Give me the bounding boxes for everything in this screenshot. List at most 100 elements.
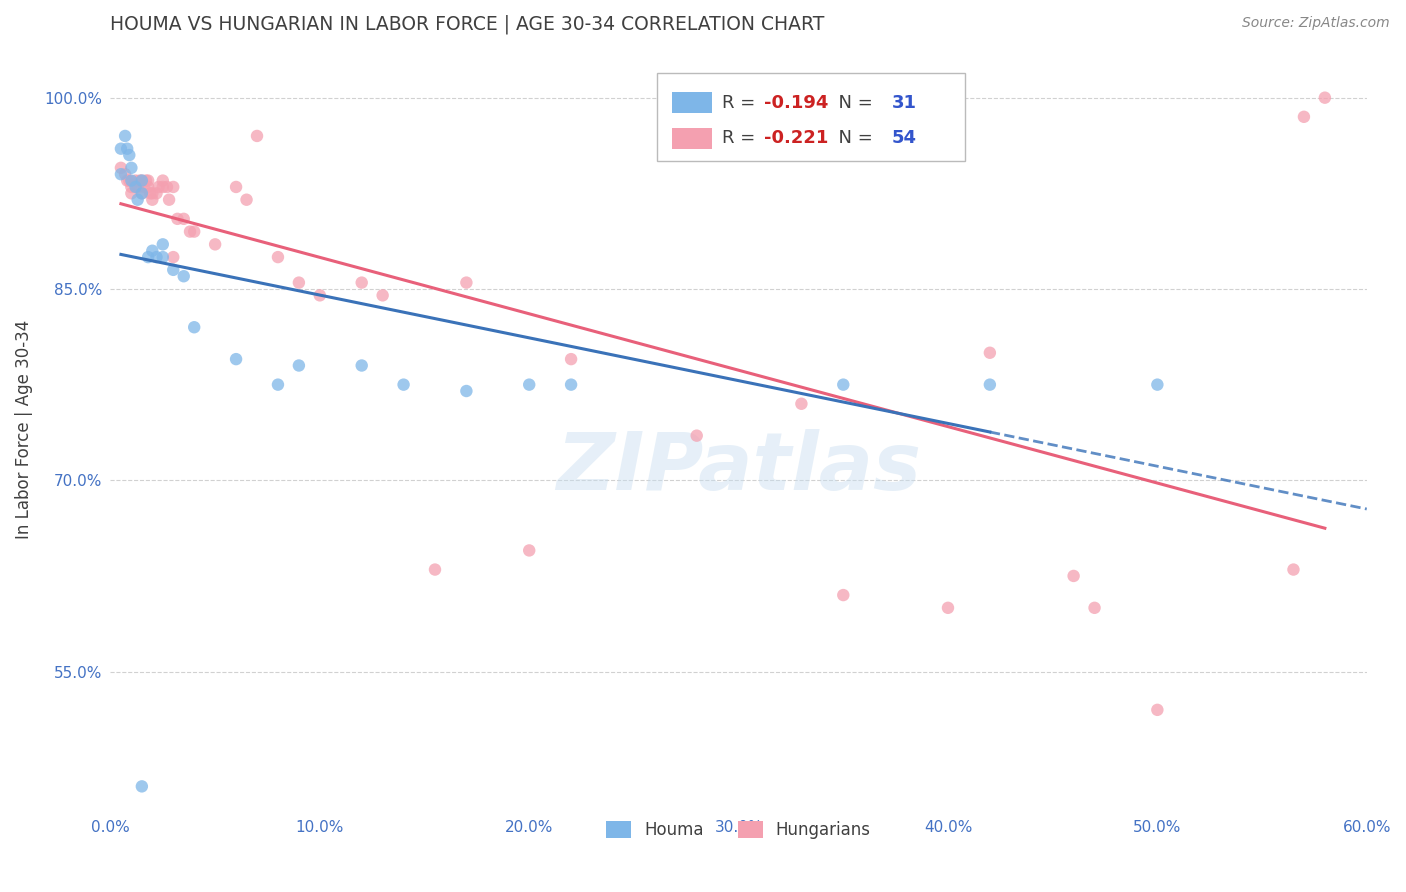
Point bbox=[162, 263, 184, 277]
Point bbox=[131, 186, 153, 201]
Point bbox=[120, 161, 142, 175]
Point bbox=[157, 193, 180, 207]
Point bbox=[114, 128, 136, 143]
Text: Source: ZipAtlas.com: Source: ZipAtlas.com bbox=[1241, 16, 1389, 30]
Point bbox=[152, 173, 174, 187]
Point bbox=[127, 193, 149, 207]
FancyBboxPatch shape bbox=[657, 73, 965, 161]
Point bbox=[118, 173, 141, 187]
Point bbox=[124, 173, 146, 187]
Point bbox=[790, 397, 813, 411]
Point bbox=[350, 276, 373, 290]
Point bbox=[145, 250, 167, 264]
Point bbox=[131, 173, 153, 187]
Text: R =: R = bbox=[723, 129, 761, 147]
Point bbox=[979, 377, 1001, 392]
Legend: Houma, Hungarians: Houma, Hungarians bbox=[600, 814, 877, 846]
Point bbox=[392, 377, 415, 392]
Point bbox=[148, 180, 170, 194]
Point bbox=[560, 377, 582, 392]
Text: -0.194: -0.194 bbox=[763, 94, 828, 112]
Point bbox=[110, 161, 132, 175]
Point bbox=[110, 167, 132, 181]
Point bbox=[152, 180, 174, 194]
Point bbox=[308, 288, 330, 302]
Point bbox=[235, 193, 257, 207]
Point bbox=[118, 148, 141, 162]
Point bbox=[127, 180, 149, 194]
Point bbox=[246, 128, 269, 143]
Point bbox=[173, 211, 195, 226]
Point bbox=[288, 359, 311, 373]
Point bbox=[152, 250, 174, 264]
Point bbox=[162, 180, 184, 194]
Point bbox=[162, 250, 184, 264]
Point bbox=[120, 180, 142, 194]
Point bbox=[128, 173, 150, 187]
Point bbox=[423, 563, 446, 577]
Point bbox=[1292, 110, 1315, 124]
Point bbox=[1282, 563, 1305, 577]
Point bbox=[1313, 91, 1336, 105]
Point bbox=[136, 250, 159, 264]
Point bbox=[124, 180, 146, 194]
Point bbox=[225, 180, 247, 194]
Y-axis label: In Labor Force | Age 30-34: In Labor Force | Age 30-34 bbox=[15, 319, 32, 539]
Point bbox=[114, 167, 136, 181]
Bar bbox=[672, 128, 713, 149]
Point bbox=[156, 180, 179, 194]
Point bbox=[456, 276, 478, 290]
Point bbox=[517, 377, 540, 392]
Point bbox=[1063, 569, 1085, 583]
Point bbox=[115, 173, 138, 187]
Point bbox=[141, 186, 163, 201]
Point bbox=[267, 250, 290, 264]
Point bbox=[131, 173, 153, 187]
Point bbox=[371, 288, 394, 302]
Point bbox=[136, 180, 159, 194]
Text: ZIPatlas: ZIPatlas bbox=[557, 428, 921, 507]
Point bbox=[131, 780, 153, 794]
Point bbox=[225, 352, 247, 367]
Point bbox=[288, 276, 311, 290]
Point bbox=[120, 173, 142, 187]
Point bbox=[141, 193, 163, 207]
Text: 54: 54 bbox=[891, 129, 917, 147]
Point bbox=[560, 352, 582, 367]
Point bbox=[1083, 600, 1105, 615]
Point bbox=[135, 173, 157, 187]
Text: 31: 31 bbox=[891, 94, 917, 112]
Point bbox=[183, 225, 205, 239]
Point bbox=[120, 186, 142, 201]
Text: HOUMA VS HUNGARIAN IN LABOR FORCE | AGE 30-34 CORRELATION CHART: HOUMA VS HUNGARIAN IN LABOR FORCE | AGE … bbox=[111, 15, 825, 35]
Point bbox=[183, 320, 205, 334]
Point bbox=[517, 543, 540, 558]
Point bbox=[131, 186, 153, 201]
Point bbox=[350, 359, 373, 373]
Bar bbox=[672, 92, 713, 113]
Point bbox=[139, 186, 162, 201]
Point bbox=[141, 244, 163, 258]
Point bbox=[132, 180, 155, 194]
Point bbox=[179, 225, 201, 239]
Point bbox=[136, 173, 159, 187]
Point bbox=[686, 428, 709, 442]
Point bbox=[1146, 703, 1168, 717]
Text: N =: N = bbox=[827, 94, 877, 112]
Point bbox=[456, 384, 478, 398]
Point bbox=[166, 211, 188, 226]
Text: R =: R = bbox=[723, 94, 761, 112]
Text: N =: N = bbox=[827, 129, 877, 147]
Point bbox=[832, 377, 855, 392]
Point bbox=[110, 142, 132, 156]
Point bbox=[173, 269, 195, 284]
Text: -0.221: -0.221 bbox=[763, 129, 828, 147]
Point bbox=[204, 237, 226, 252]
Point bbox=[152, 237, 174, 252]
Point bbox=[832, 588, 855, 602]
Point bbox=[936, 600, 959, 615]
Point bbox=[267, 377, 290, 392]
Point bbox=[145, 186, 167, 201]
Point bbox=[979, 345, 1001, 359]
Point bbox=[115, 142, 138, 156]
